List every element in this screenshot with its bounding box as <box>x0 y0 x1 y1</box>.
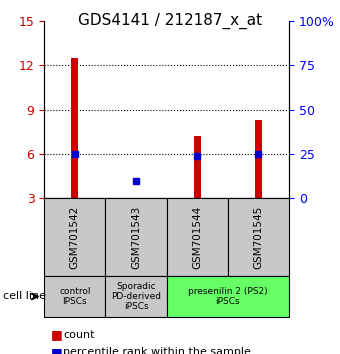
Text: ■: ■ <box>51 346 63 354</box>
Text: GDS4141 / 212187_x_at: GDS4141 / 212187_x_at <box>78 12 262 29</box>
Text: GSM701545: GSM701545 <box>253 206 264 269</box>
Text: GSM701543: GSM701543 <box>131 206 141 269</box>
Text: count: count <box>63 330 95 339</box>
Bar <box>255 120 262 198</box>
Text: ■: ■ <box>51 328 63 341</box>
Text: Sporadic
PD-derived
iPSCs: Sporadic PD-derived iPSCs <box>111 281 161 312</box>
Text: percentile rank within the sample: percentile rank within the sample <box>63 347 251 354</box>
Text: GSM701544: GSM701544 <box>192 206 202 269</box>
Text: control
IPSCs: control IPSCs <box>59 287 90 306</box>
Text: cell line: cell line <box>3 291 46 302</box>
Text: GSM701542: GSM701542 <box>70 206 80 269</box>
Bar <box>193 136 201 198</box>
Bar <box>71 58 79 198</box>
Text: presenilin 2 (PS2)
iPSCs: presenilin 2 (PS2) iPSCs <box>188 287 268 306</box>
